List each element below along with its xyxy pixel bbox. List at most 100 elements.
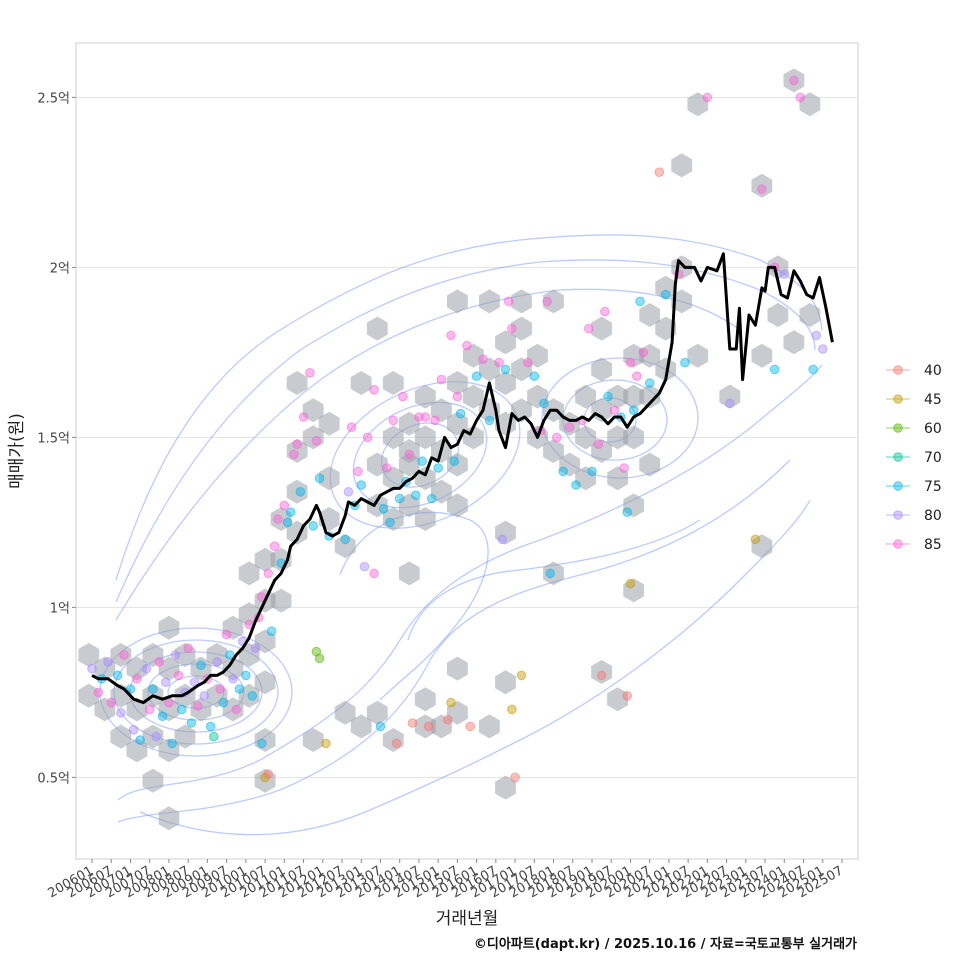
hex-bin	[382, 425, 404, 450]
data-point	[192, 701, 203, 711]
hex-bin	[366, 493, 388, 518]
hex-bin	[623, 493, 644, 518]
density-contour	[117, 459, 791, 823]
data-point	[173, 670, 184, 681]
data-point	[600, 306, 610, 317]
hex-bin	[158, 806, 180, 831]
hex-bin	[414, 425, 436, 450]
legend-label: 45	[924, 392, 942, 408]
data-point	[430, 415, 440, 426]
hex-bin	[382, 371, 404, 395]
data-point	[382, 463, 392, 473]
hex-bin	[543, 561, 564, 586]
data-point	[263, 568, 274, 579]
legend-key-point	[893, 510, 903, 520]
hex-bin	[366, 316, 388, 341]
hex-bin	[366, 700, 388, 725]
hex-bin	[623, 578, 644, 603]
hex-bin	[639, 303, 661, 327]
hex-bin	[254, 547, 276, 572]
data-point	[183, 643, 193, 654]
data-point	[500, 364, 511, 375]
y-axis-ticks: 0.5억 1억 1.5억 2억 2.5억	[37, 91, 76, 786]
data-point	[282, 517, 293, 528]
data-point	[769, 364, 780, 375]
data-point	[151, 731, 161, 742]
data-point	[128, 725, 139, 735]
data-point	[234, 684, 245, 694]
data-point	[321, 738, 331, 749]
data-point	[209, 731, 219, 742]
data-point	[346, 422, 357, 433]
hex-bin	[623, 384, 644, 409]
hex-bin	[318, 411, 340, 436]
data-point	[199, 691, 209, 701]
data-point	[205, 721, 216, 732]
hex-bin	[671, 153, 693, 178]
data-point	[359, 561, 370, 572]
hex-bin	[607, 687, 628, 712]
hex-bin	[607, 425, 628, 450]
data-point	[571, 480, 581, 490]
y-tick-label: 0.5억	[37, 771, 70, 786]
data-point	[141, 663, 152, 674]
data-point	[523, 357, 533, 368]
hex-bin	[495, 330, 516, 355]
data-point	[311, 436, 322, 446]
data-point	[497, 534, 508, 545]
data-point	[132, 674, 142, 684]
density-contour	[115, 234, 823, 581]
legend-key-point	[893, 365, 903, 375]
data-point	[462, 340, 472, 351]
hex-bin	[591, 357, 612, 382]
legend-label: 85	[924, 537, 942, 553]
data-point	[452, 391, 463, 402]
data-point	[170, 650, 181, 660]
hex-bin	[799, 303, 821, 327]
hex-bin	[479, 289, 500, 314]
data-point	[404, 449, 415, 460]
data-point	[292, 439, 302, 450]
data-point	[558, 466, 568, 477]
hex-bin	[142, 724, 164, 749]
hex-bin	[158, 697, 180, 722]
data-point	[702, 92, 713, 103]
hex-bin	[254, 670, 276, 695]
hex-bin	[447, 289, 468, 314]
hex-bin	[543, 289, 564, 314]
data-point	[622, 691, 633, 701]
hex-bin	[158, 738, 180, 763]
data-point	[279, 500, 290, 511]
data-point	[622, 507, 633, 518]
data-point	[442, 714, 453, 725]
hex-bin	[511, 357, 532, 382]
data-point	[423, 721, 434, 732]
data-point	[93, 687, 104, 698]
hex-bin	[511, 289, 532, 314]
data-point	[289, 449, 299, 460]
x-axis-title: 거래년월	[436, 909, 499, 929]
hex-bin	[366, 452, 388, 477]
hex-bin	[222, 615, 244, 640]
hex-bin	[511, 316, 532, 341]
hex-bin	[158, 615, 180, 640]
hex-bin	[302, 728, 324, 752]
data-point	[817, 344, 828, 354]
hex-bin	[719, 384, 741, 409]
data-point	[167, 738, 177, 749]
hex-bin	[655, 275, 677, 300]
hex-bin	[222, 656, 244, 681]
hex-bin	[639, 384, 661, 409]
hex-bin	[414, 507, 436, 531]
hex-bin	[270, 588, 292, 613]
data-point	[811, 330, 822, 341]
data-point	[119, 650, 129, 660]
data-point	[757, 184, 767, 194]
data-point	[87, 663, 97, 674]
hex-bin	[78, 643, 100, 667]
data-point	[231, 704, 242, 715]
data-point	[250, 643, 261, 654]
hex-bin	[575, 425, 596, 450]
hex-bin	[591, 439, 612, 463]
data-point	[625, 357, 636, 368]
